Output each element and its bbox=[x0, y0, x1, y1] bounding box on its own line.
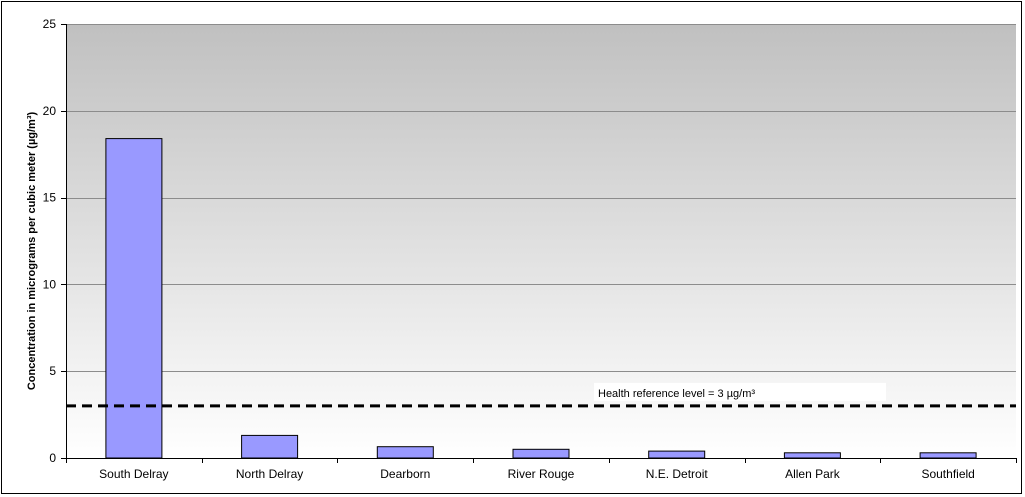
y-axis-title: Concentration in micrograms per cubic me… bbox=[26, 112, 38, 391]
gridlines bbox=[66, 24, 1016, 372]
bar-river-rouge bbox=[512, 448, 570, 459]
y-tick-label-25: 25 bbox=[43, 17, 57, 31]
reference-line-label: Health reference level = 3 µg/m³ bbox=[598, 388, 755, 400]
bar-n-e-detroit bbox=[648, 450, 706, 459]
y-tick-label-20: 20 bbox=[43, 104, 57, 118]
y-tick-label-0: 0 bbox=[49, 451, 56, 465]
x-tick-label-allen-park: Allen Park bbox=[785, 467, 841, 481]
bar-north-delray bbox=[241, 434, 299, 459]
bar-allen-park bbox=[783, 452, 841, 459]
x-tick-labels: South Delray North Delray Dearborn River Ro… bbox=[99, 467, 975, 481]
reference-label-background bbox=[594, 382, 886, 401]
x-tick-label-dearborn: Dearborn bbox=[380, 467, 430, 481]
x-tick-label-n-e-detroit: N.E. Detroit bbox=[646, 467, 709, 481]
bar-dearborn bbox=[376, 446, 434, 459]
y-tick-label-5: 5 bbox=[49, 364, 56, 378]
y-tick-labels: 0 5 10 15 20 25 bbox=[43, 17, 57, 465]
axes bbox=[61, 24, 1017, 463]
y-tick-label-10: 10 bbox=[43, 277, 57, 291]
x-tick-label-north-delray: North Delray bbox=[236, 467, 303, 481]
x-tick-label-river-rouge: River Rouge bbox=[508, 467, 575, 481]
y-tick-label-15: 15 bbox=[43, 191, 57, 205]
x-tick-label-south-delray: South Delray bbox=[99, 467, 168, 481]
bar-south-delray bbox=[105, 138, 163, 459]
x-tick-label-southfield: Southfield bbox=[921, 467, 974, 481]
bar-southfield bbox=[919, 452, 977, 459]
